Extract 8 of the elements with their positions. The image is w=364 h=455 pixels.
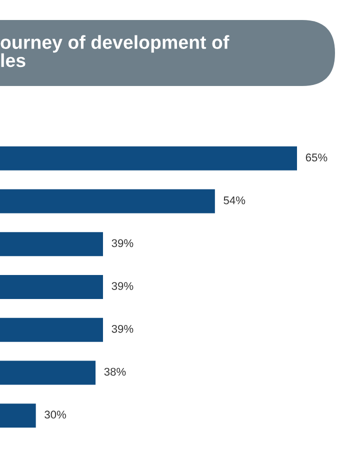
data-label: 39% (112, 282, 134, 290)
data-label: 65% (306, 154, 328, 162)
data-label: 54% (224, 196, 246, 204)
data-label: 30% (44, 410, 66, 419)
data-label: 39% (112, 324, 134, 333)
chart-title: ourney of development of les (0, 35, 230, 68)
data-label: 38% (104, 368, 126, 376)
data-label: 39% (112, 239, 134, 248)
